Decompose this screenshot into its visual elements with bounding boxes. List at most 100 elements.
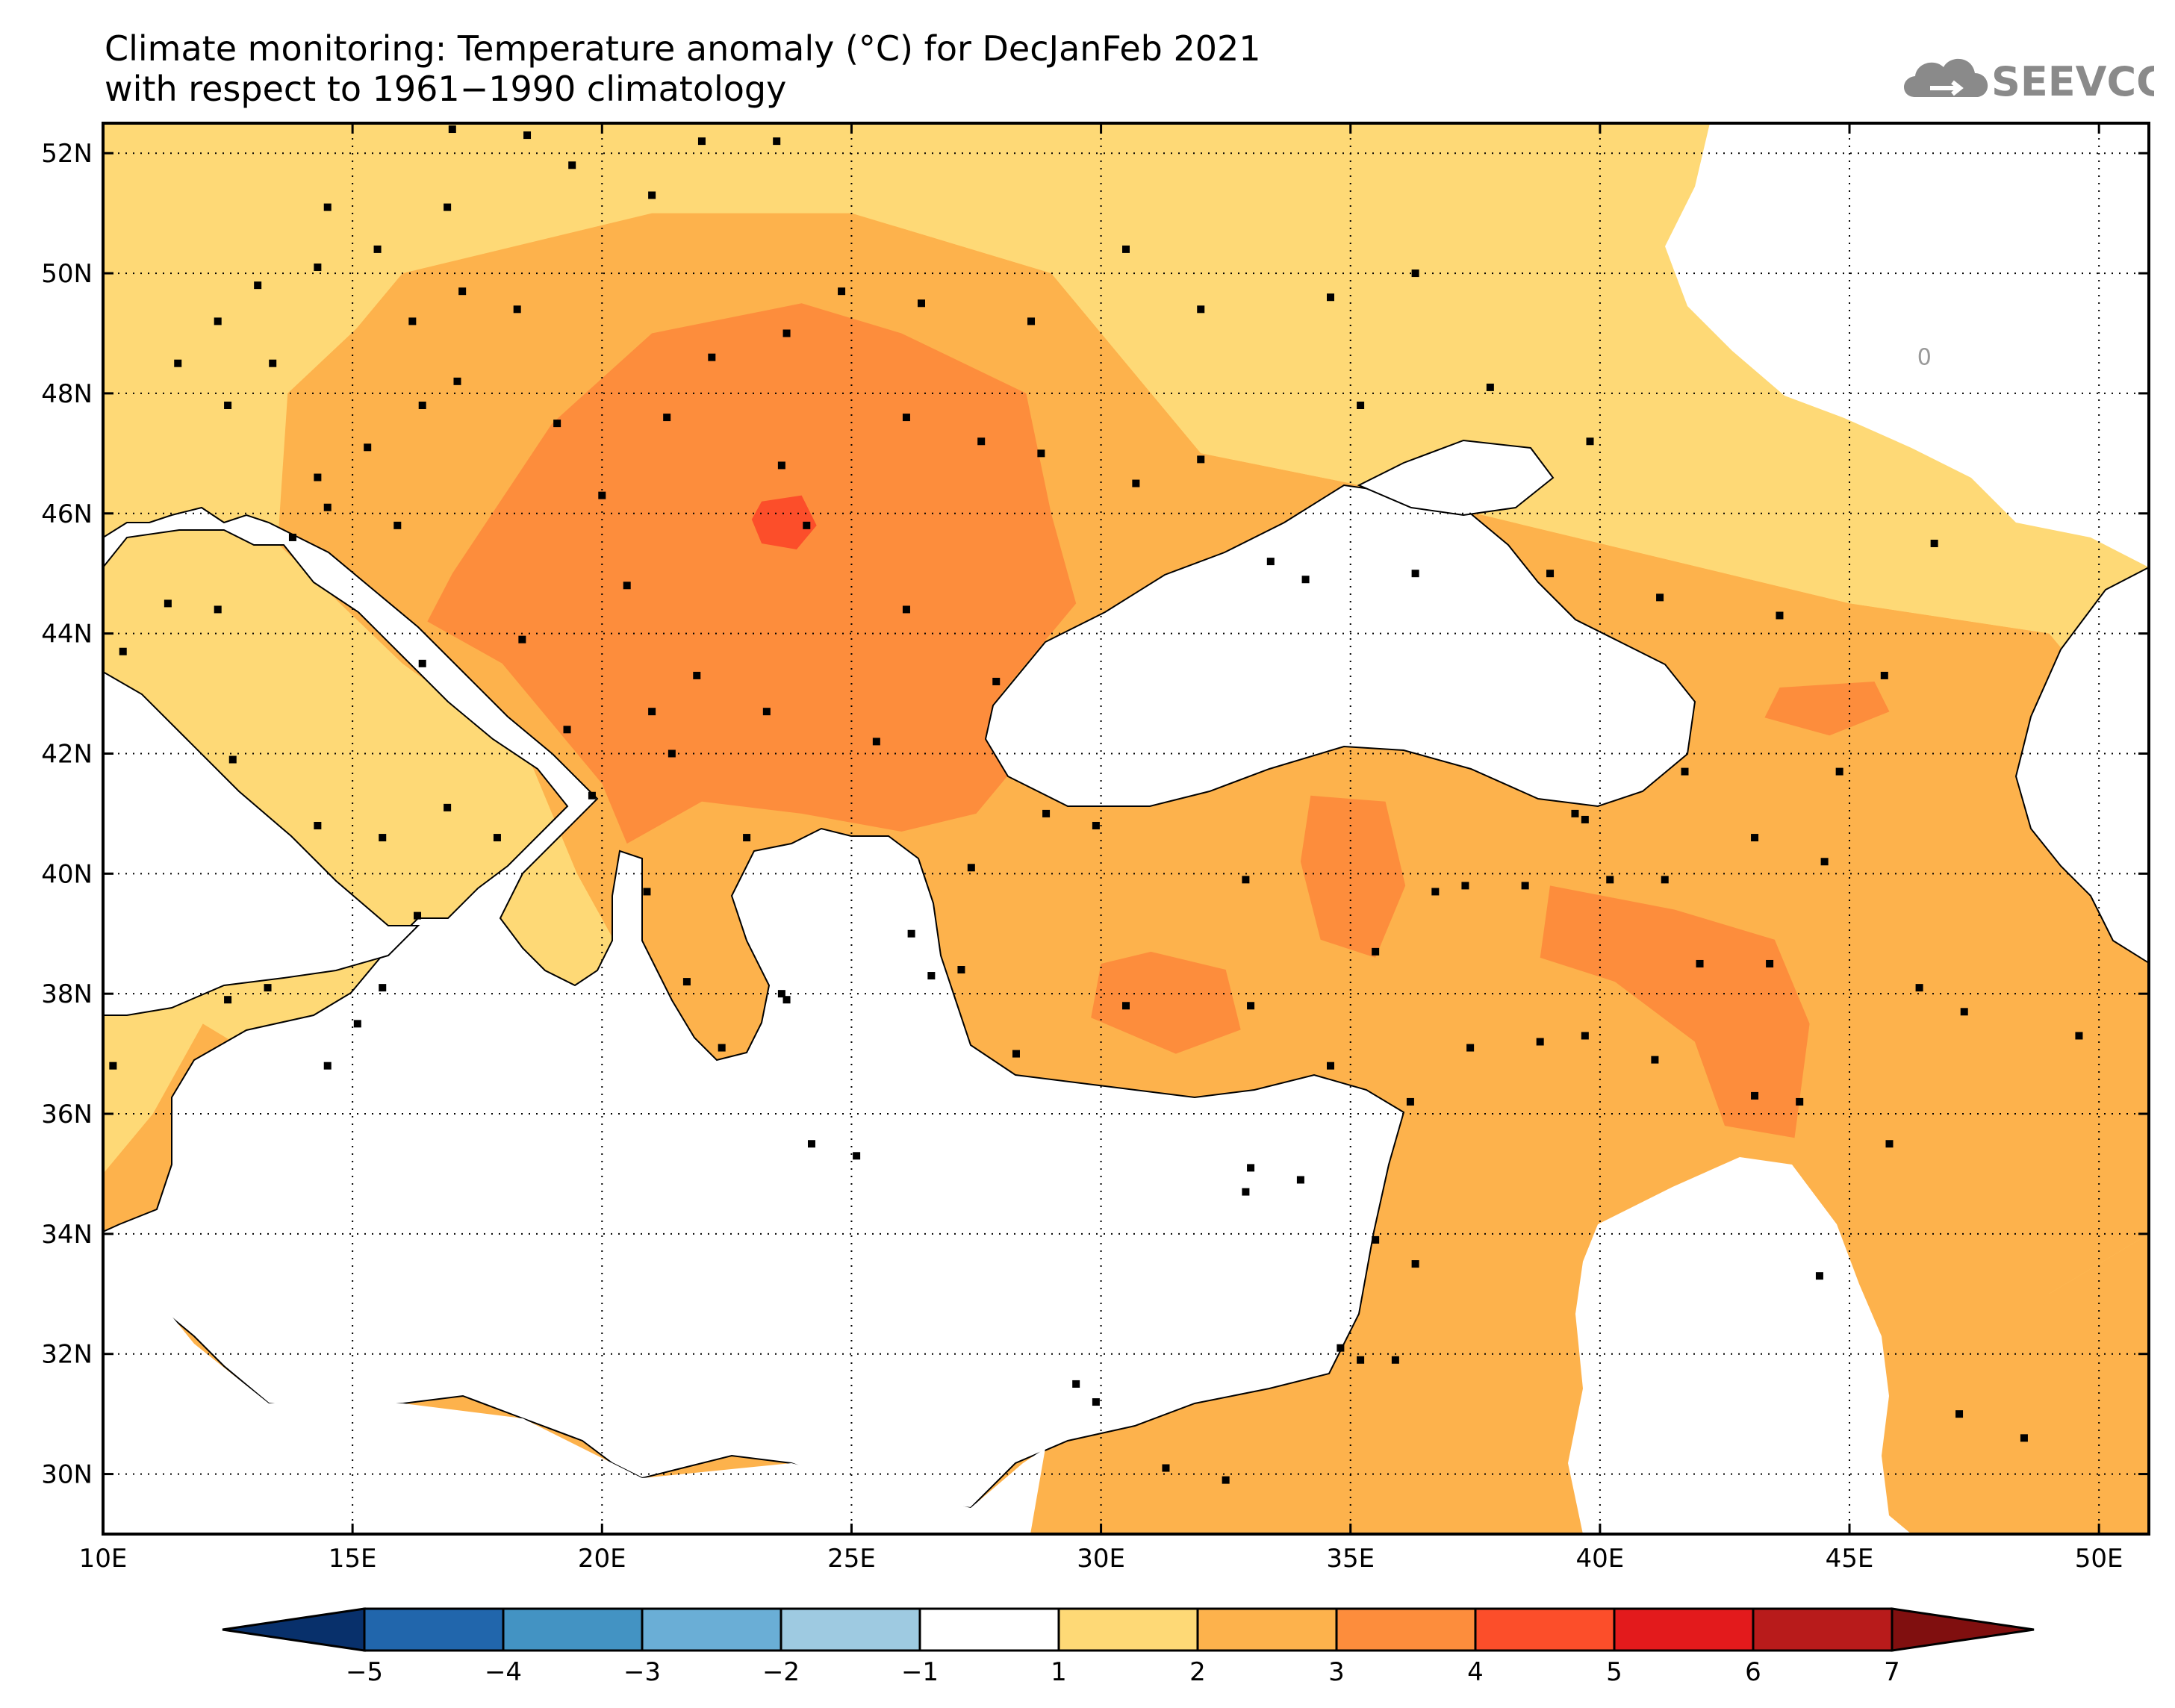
colorbar-label: 6 <box>1745 1657 1761 1687</box>
colorbar-box <box>363 1607 505 1652</box>
colorbar-label: −1 <box>901 1657 939 1687</box>
station-marker <box>1337 1344 1345 1352</box>
station-marker <box>1656 593 1664 602</box>
station-marker <box>1197 455 1205 464</box>
station-marker <box>1766 959 1774 967</box>
station-marker <box>1222 1476 1230 1484</box>
station-marker <box>1606 876 1614 884</box>
colorbar-label: 1 <box>1051 1657 1067 1687</box>
station-marker <box>1681 767 1689 776</box>
x-tick-label: 30E <box>1077 1544 1125 1574</box>
station-marker <box>668 749 676 758</box>
station-marker <box>643 888 651 896</box>
station-marker <box>718 1044 726 1052</box>
station-marker <box>697 137 706 146</box>
colorbar-min-triangle <box>222 1607 366 1652</box>
station-marker <box>563 726 571 734</box>
station-marker <box>64 720 72 727</box>
station-marker <box>1930 539 1938 547</box>
black-sea <box>984 484 1696 808</box>
station-marker <box>1301 576 1310 584</box>
colorbar-box <box>1196 1607 1338 1652</box>
station-marker <box>902 414 910 422</box>
logo-text: SEEVCCC <box>1991 58 2154 105</box>
station-marker <box>1835 767 1843 776</box>
anomaly-region-level-3-2 <box>1091 951 1241 1054</box>
station-marker <box>1486 383 1494 391</box>
station-marker <box>2020 1434 2028 1442</box>
station-marker <box>323 503 332 511</box>
station-marker <box>1661 876 1669 884</box>
seevccc-logo: SEEVCCC <box>1904 58 2154 105</box>
station-marker <box>1027 317 1036 325</box>
contour-labels: 0 <box>1917 345 1932 371</box>
station-marker <box>408 317 417 325</box>
station-marker <box>414 911 422 920</box>
station-marker <box>254 281 262 290</box>
colorbar-max-triangle <box>1891 1607 2035 1652</box>
y-tick-label: 34N <box>41 1220 93 1250</box>
station-marker <box>314 821 322 829</box>
station-marker <box>518 635 526 643</box>
station-marker <box>777 461 785 470</box>
station-marker <box>1815 1272 1823 1280</box>
chart-title: Climate monitoring: Temperature anomaly … <box>105 28 1261 69</box>
station-marker <box>393 521 402 529</box>
station-marker <box>458 287 467 296</box>
station-marker <box>623 582 631 590</box>
station-marker <box>648 191 656 199</box>
y-tick-label: 52N <box>41 139 93 169</box>
y-axis-ticks: 30N 32N 34N 36N 38N 40N 42N 44N 46N 48N 50N 52N <box>41 139 2149 1490</box>
station-marker <box>1296 1176 1304 1184</box>
station-marker <box>907 929 915 938</box>
station-marker <box>708 353 716 361</box>
colorbar-label: 5 <box>1606 1657 1622 1687</box>
station-marker <box>1132 479 1140 487</box>
station-marker <box>1581 1032 1589 1040</box>
y-tick-label: 40N <box>41 859 93 889</box>
station-marker <box>1885 1140 1894 1148</box>
station-marker <box>803 521 811 529</box>
station-markers <box>64 125 2083 1484</box>
y-tick-label: 30N <box>41 1460 93 1490</box>
station-marker <box>1092 1398 1100 1406</box>
station-marker <box>379 834 387 842</box>
x-tick-label: 20E <box>578 1544 626 1574</box>
station-marker <box>902 605 910 614</box>
colorbar-label: 4 <box>1467 1657 1484 1687</box>
station-marker <box>314 473 322 481</box>
station-marker <box>444 203 452 211</box>
station-marker <box>648 708 656 716</box>
station-marker <box>693 671 701 679</box>
mediterranean-sea <box>103 506 1405 1509</box>
station-marker <box>1266 558 1275 566</box>
station-marker <box>1162 1464 1170 1472</box>
station-marker <box>119 647 127 655</box>
station-marker <box>1247 1002 1255 1010</box>
colorbar-box <box>918 1607 1060 1652</box>
station-marker <box>448 125 456 134</box>
station-marker <box>1581 815 1589 823</box>
station-marker <box>1796 1097 1804 1106</box>
station-marker <box>373 245 382 253</box>
colorbar-label: 2 <box>1189 1657 1206 1687</box>
colorbar-label: −2 <box>762 1657 800 1687</box>
station-marker <box>1571 809 1579 817</box>
station-marker <box>588 791 596 800</box>
station-marker <box>927 972 936 980</box>
station-marker <box>682 978 691 986</box>
station-marker <box>109 1062 117 1070</box>
station-marker <box>1247 1164 1255 1172</box>
north-white-area <box>1665 123 2149 567</box>
station-marker <box>1406 1097 1414 1106</box>
station-marker <box>269 359 277 367</box>
x-tick-label: 15E <box>329 1544 377 1574</box>
station-marker <box>1536 1038 1544 1046</box>
station-marker <box>1122 1002 1130 1010</box>
colorbar-label: −3 <box>623 1657 661 1687</box>
station-marker <box>1955 1410 1964 1418</box>
station-marker <box>323 203 332 211</box>
y-tick-label: 46N <box>41 499 93 529</box>
station-marker <box>1122 245 1130 253</box>
